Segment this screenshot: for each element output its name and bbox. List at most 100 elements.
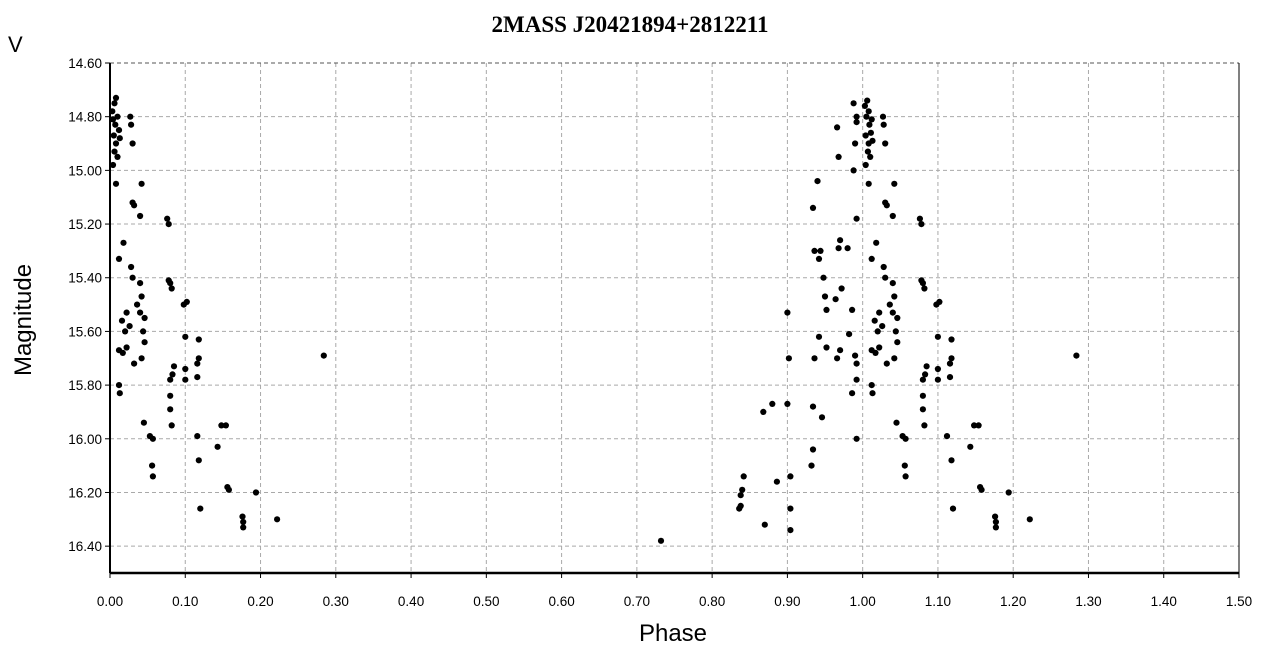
data-point <box>165 221 172 228</box>
x-tick-label: 0.30 <box>323 594 349 609</box>
y-tick-label: 15.40 <box>68 271 102 286</box>
data-point <box>112 140 120 147</box>
x-tick-label: 1.50 <box>1226 594 1252 609</box>
data-point <box>218 422 225 429</box>
data-point <box>844 245 851 252</box>
data-point <box>1073 352 1080 359</box>
data-point <box>865 108 872 115</box>
y-tick-label: 15.20 <box>68 217 102 232</box>
y-tick-label: 15.00 <box>68 163 102 178</box>
data-point <box>901 462 908 469</box>
axes <box>105 62 1240 578</box>
x-tick-label: 0.60 <box>548 594 574 609</box>
data-point <box>867 153 874 160</box>
data-point <box>164 215 171 222</box>
data-point <box>194 433 201 440</box>
data-point <box>880 263 887 271</box>
x-tick-label: 0.00 <box>97 594 123 609</box>
data-point <box>149 435 156 442</box>
data-point <box>123 309 130 316</box>
data-point <box>110 132 117 139</box>
data-point <box>850 100 857 107</box>
data-point <box>892 328 899 335</box>
data-point <box>894 314 901 322</box>
data-point <box>140 419 147 426</box>
band-label: V <box>8 32 23 57</box>
data-point <box>869 137 876 144</box>
data-point <box>975 422 982 429</box>
data-point <box>197 505 204 512</box>
data-point <box>853 113 860 120</box>
data-point <box>853 435 860 442</box>
data-point <box>194 360 201 367</box>
data-point <box>141 314 148 322</box>
data-point <box>112 94 120 101</box>
data-point <box>876 309 883 316</box>
data-point <box>834 355 841 362</box>
data-point <box>867 129 875 136</box>
data-point <box>936 298 943 305</box>
data-point <box>893 419 900 426</box>
data-point <box>849 390 856 397</box>
data-point <box>773 478 781 485</box>
data-point <box>109 116 117 123</box>
data-point <box>918 221 925 228</box>
data-point <box>886 301 893 308</box>
data-point <box>138 180 145 187</box>
data-point <box>115 255 123 262</box>
data-point <box>149 462 156 469</box>
data-point <box>737 492 744 499</box>
data-point <box>115 127 123 134</box>
data-point <box>948 355 955 362</box>
data-point <box>809 403 817 410</box>
data-point <box>183 298 190 305</box>
data-point <box>149 473 156 480</box>
data-point <box>823 306 830 313</box>
data-point <box>240 518 247 526</box>
data-point <box>1026 516 1033 523</box>
data-point <box>739 486 746 493</box>
data-point <box>252 489 260 496</box>
data-point <box>787 527 794 534</box>
data-point <box>112 180 120 187</box>
data-point <box>111 100 118 107</box>
data-point <box>992 518 1000 526</box>
x-tick-label: 0.90 <box>774 594 800 609</box>
x-tick-label: 0.70 <box>624 594 650 609</box>
data-point <box>863 113 870 120</box>
data-point <box>131 202 138 209</box>
data-point <box>837 237 844 244</box>
data-point <box>225 486 232 493</box>
data-point <box>769 400 776 407</box>
data-point <box>873 239 880 246</box>
data-point <box>868 255 875 262</box>
y-tick-label: 16.20 <box>68 485 102 500</box>
data-point <box>868 116 875 123</box>
data-point <box>134 301 141 308</box>
data-point <box>850 167 857 174</box>
data-point <box>971 422 978 429</box>
data-point <box>882 274 889 281</box>
data-point <box>814 178 821 185</box>
data-point <box>138 355 145 362</box>
x-tick-label: 1.40 <box>1151 594 1177 609</box>
data-point <box>137 280 144 287</box>
data-point <box>1005 489 1012 496</box>
data-point <box>760 408 767 415</box>
data-points <box>109 94 1080 544</box>
data-point <box>879 113 887 120</box>
data-point <box>123 344 130 351</box>
data-point <box>195 457 202 464</box>
data-point <box>846 331 853 338</box>
x-tick-label: 0.40 <box>398 594 424 609</box>
data-point <box>883 202 890 209</box>
data-point <box>815 255 823 262</box>
x-axis-label: Phase <box>639 620 707 647</box>
data-point <box>811 247 818 254</box>
data-point <box>112 121 119 128</box>
data-point <box>865 180 872 187</box>
data-point <box>891 293 898 300</box>
data-point <box>168 285 175 292</box>
data-point <box>862 161 869 169</box>
data-point <box>889 212 896 220</box>
